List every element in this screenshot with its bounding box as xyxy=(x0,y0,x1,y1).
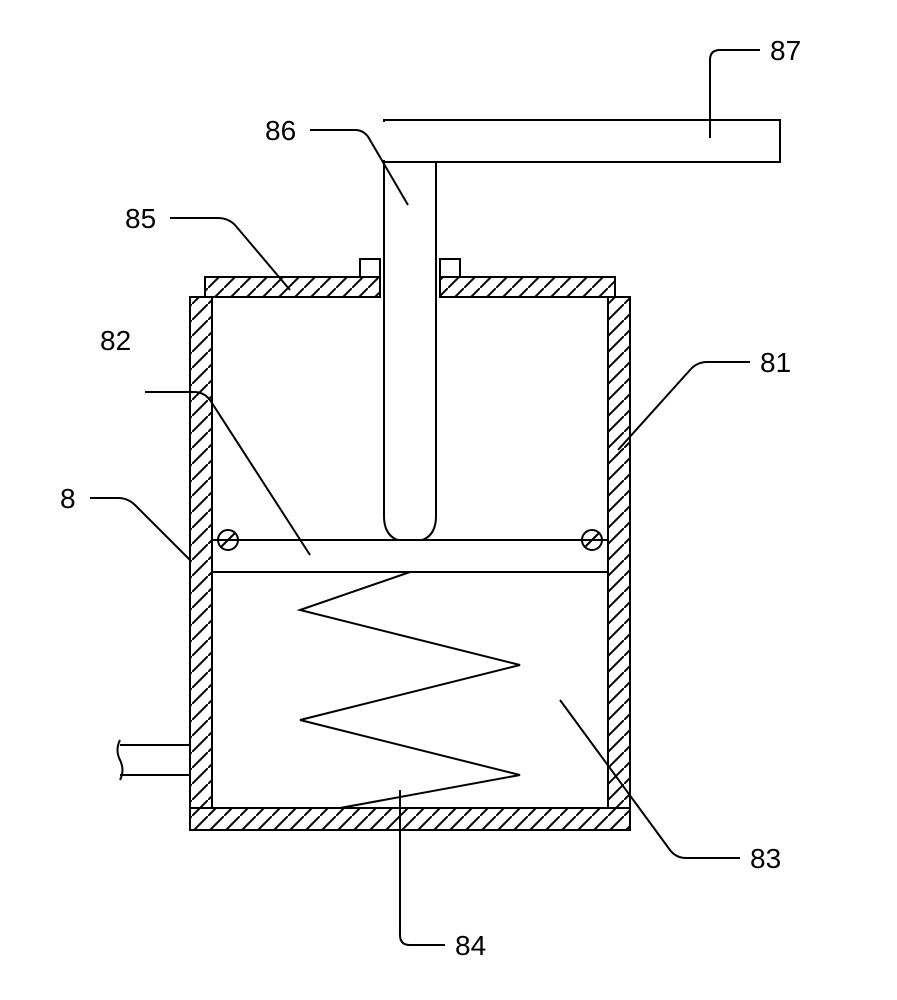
rod xyxy=(384,140,436,542)
label-85-text: 85 xyxy=(125,203,156,234)
technical-diagram: 87 86 85 82 8 81 83 84 xyxy=(0,0,897,1000)
handle xyxy=(384,120,780,162)
label-83: 83 xyxy=(560,700,781,874)
label-8-text: 8 xyxy=(60,483,76,514)
piston xyxy=(212,540,608,572)
left-wall xyxy=(190,297,212,830)
top-cap-right xyxy=(440,277,615,297)
right-wall xyxy=(608,297,630,830)
label-83-text: 83 xyxy=(750,843,781,874)
inlet-pipe xyxy=(118,740,191,780)
top-cap-left xyxy=(205,277,380,297)
collar-left xyxy=(360,259,380,277)
label-82-text: 82 xyxy=(100,325,131,356)
spring xyxy=(300,572,520,808)
label-81-text: 81 xyxy=(760,347,791,378)
label-84-text: 84 xyxy=(455,930,486,961)
collar-right xyxy=(440,259,460,277)
label-86-text: 86 xyxy=(265,115,296,146)
bottom-wall xyxy=(190,808,630,830)
label-81: 81 xyxy=(618,347,791,450)
label-87-text: 87 xyxy=(770,35,801,66)
label-8: 8 xyxy=(60,483,190,560)
